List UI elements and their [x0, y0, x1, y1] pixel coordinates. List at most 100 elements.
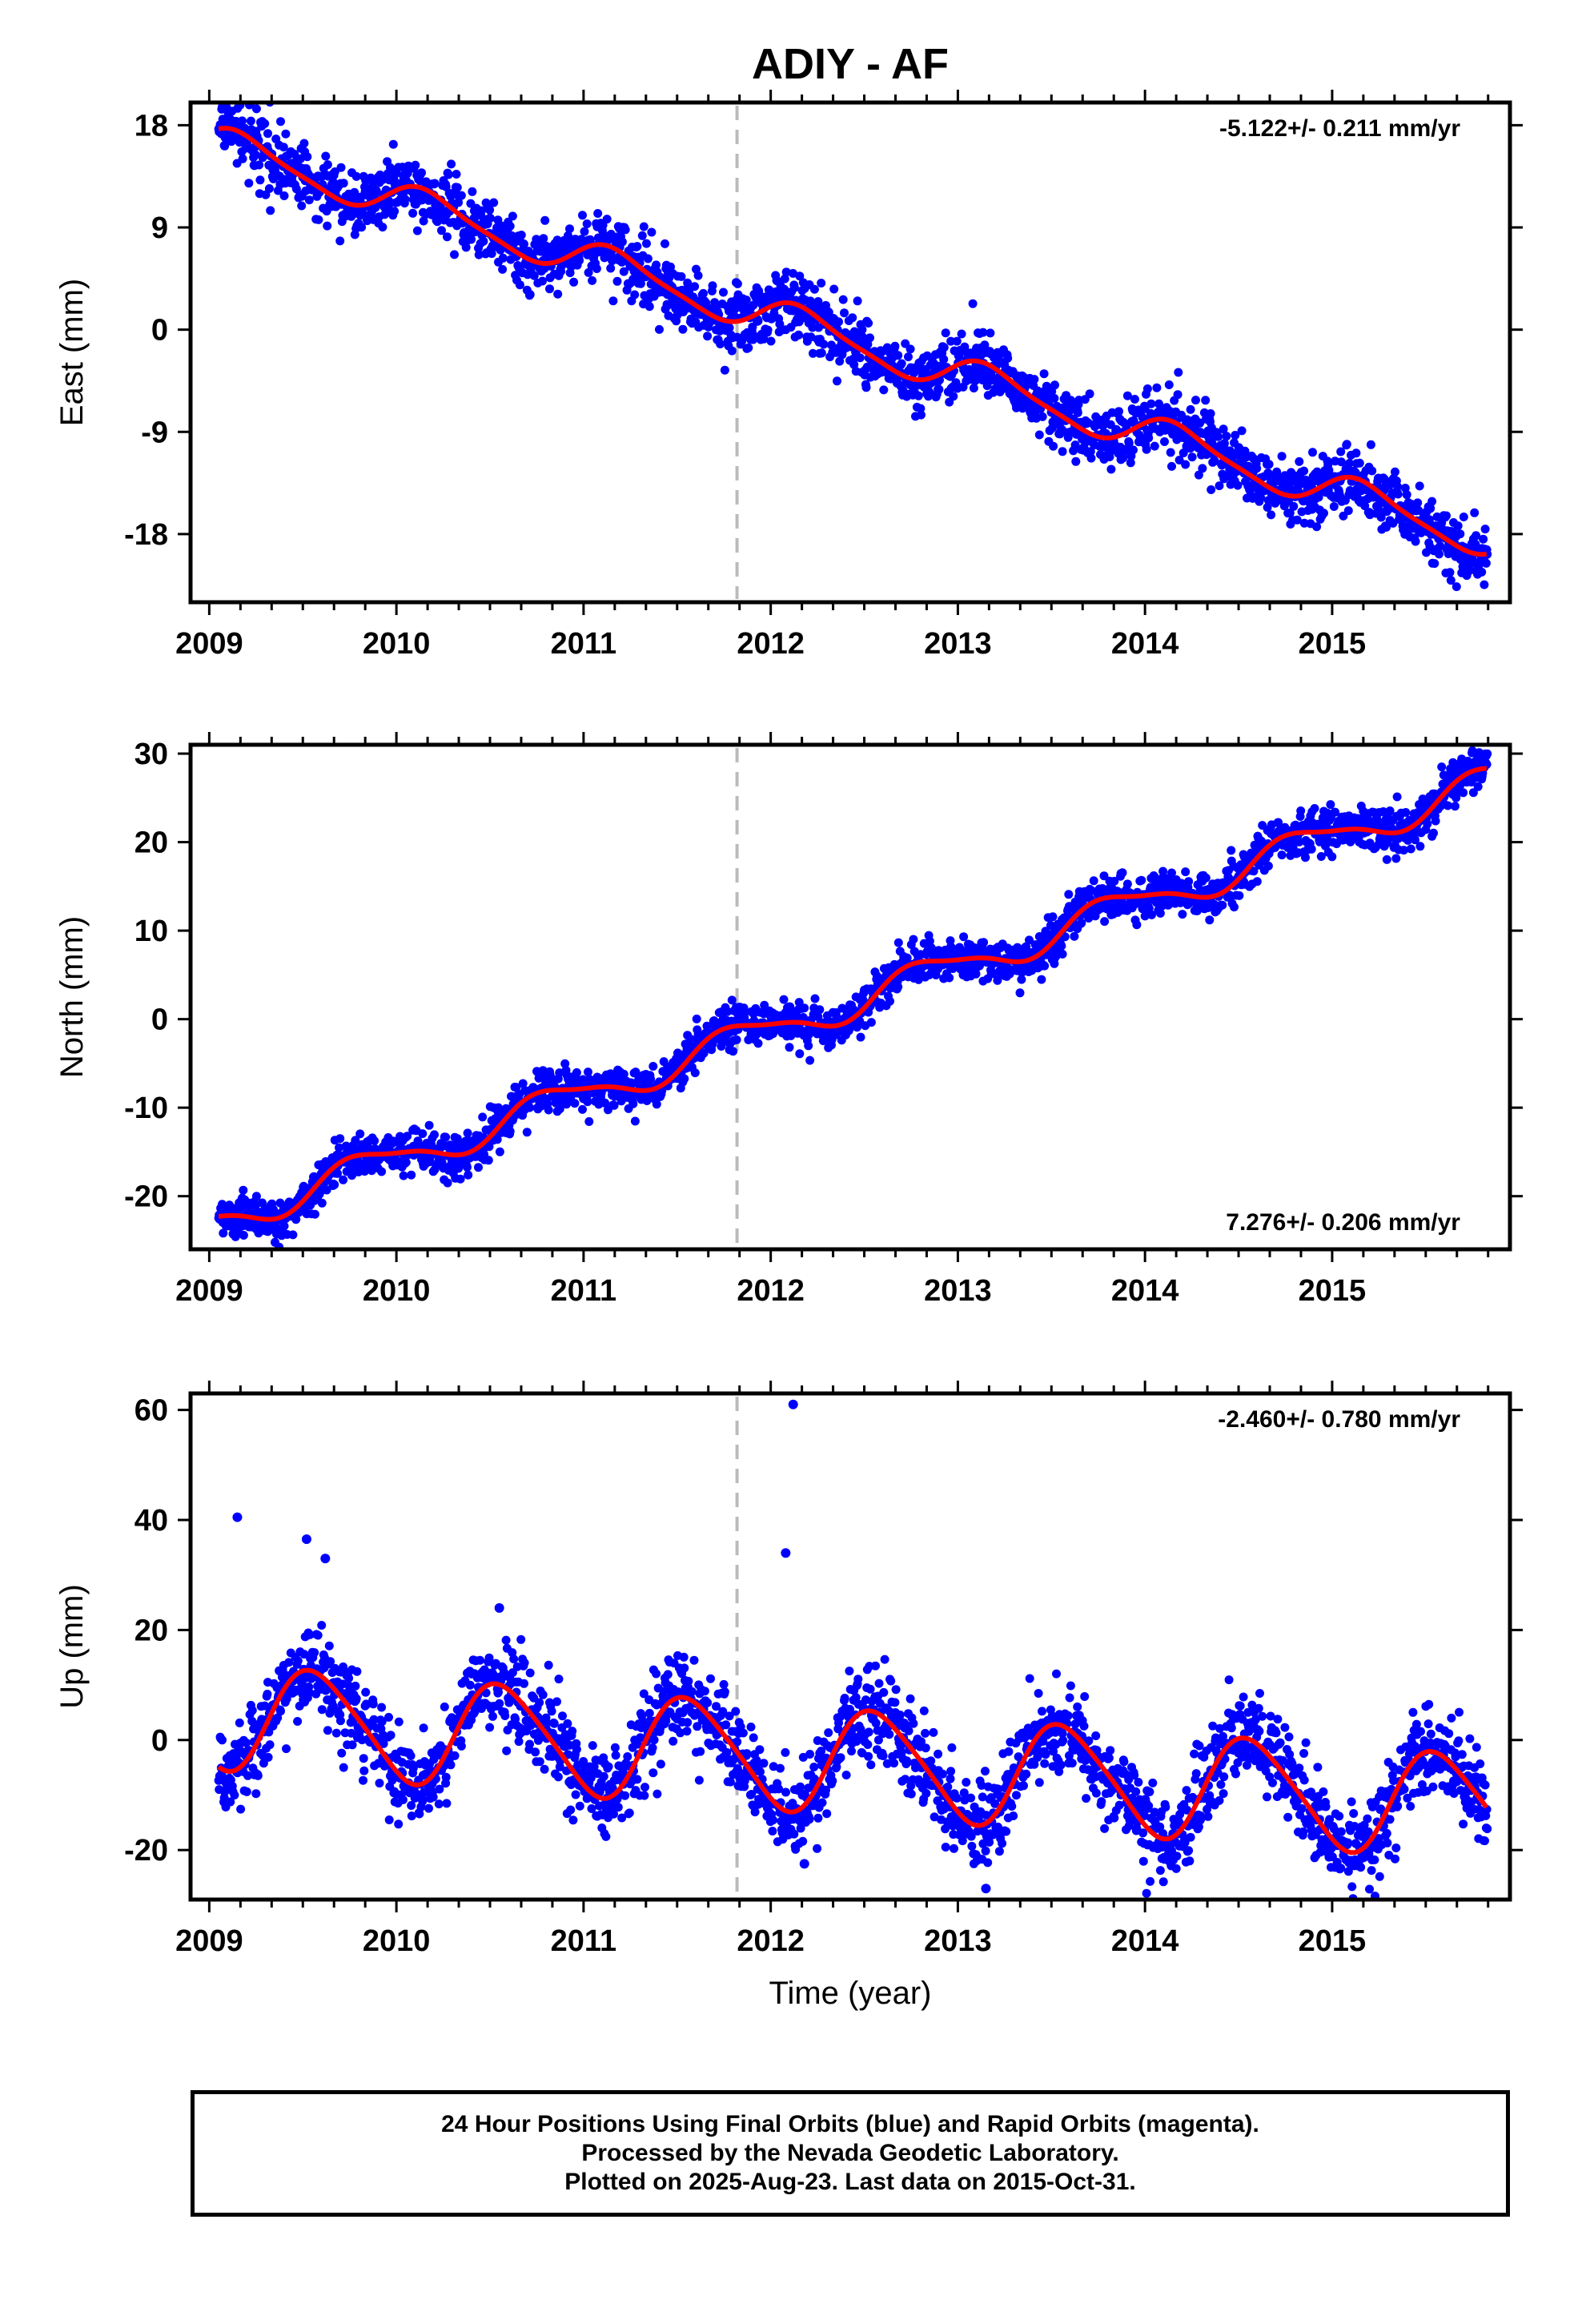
east-point — [1146, 399, 1156, 408]
east-point — [608, 296, 618, 306]
east-model-fit-line — [217, 126, 1488, 557]
east-point — [1277, 452, 1287, 461]
east-point — [916, 404, 926, 413]
east-point — [703, 332, 713, 341]
east-point — [297, 201, 307, 211]
east-point — [1198, 464, 1207, 473]
east-point — [848, 313, 857, 323]
east-point — [1342, 440, 1351, 449]
east-point — [323, 160, 332, 170]
east-point — [443, 232, 452, 242]
up-point — [242, 1787, 251, 1796]
north-point — [522, 1128, 532, 1137]
east-point — [1222, 432, 1231, 441]
east-point — [314, 215, 323, 224]
east-point — [1160, 437, 1169, 446]
east-point — [553, 289, 563, 299]
east-point — [461, 243, 471, 252]
east-point — [251, 150, 260, 159]
east-point — [452, 183, 462, 192]
east-point — [763, 325, 773, 335]
north-point — [732, 1035, 741, 1044]
east-point — [487, 249, 496, 259]
north-point — [1205, 915, 1215, 925]
east-point — [238, 154, 247, 163]
east-point — [1336, 447, 1346, 456]
east-point — [281, 129, 291, 139]
north-point — [729, 1047, 738, 1056]
east-point — [330, 167, 339, 176]
east-point — [861, 383, 871, 392]
east-point — [1106, 464, 1116, 474]
north-point — [1100, 917, 1110, 927]
east-point — [1314, 493, 1323, 502]
north-point — [1227, 846, 1236, 855]
east-point — [789, 268, 797, 278]
east-point — [952, 336, 962, 346]
north-point — [885, 996, 894, 1006]
east-point — [1472, 531, 1481, 541]
north-point — [866, 1018, 876, 1027]
east-point — [498, 253, 508, 263]
east-point — [1382, 522, 1391, 532]
east-point — [1201, 396, 1211, 405]
north-point — [804, 1041, 813, 1051]
north-point — [1184, 877, 1194, 887]
east-point — [636, 279, 645, 288]
east-point — [911, 366, 921, 376]
east-point — [1130, 395, 1139, 404]
east-point — [637, 231, 647, 240]
north-point — [1301, 853, 1310, 862]
east-point — [1038, 412, 1047, 421]
east-point — [865, 333, 874, 343]
east-point — [925, 387, 934, 396]
east-point — [255, 160, 264, 170]
east-point — [727, 346, 737, 356]
east-point — [1267, 510, 1276, 520]
east-point — [1210, 456, 1219, 466]
north-point — [399, 1171, 408, 1180]
east-point — [678, 324, 688, 334]
east-point — [1034, 430, 1044, 440]
east-point — [1167, 461, 1176, 471]
north-point — [690, 1068, 700, 1078]
east-point — [1477, 567, 1487, 577]
east-point — [1285, 509, 1295, 517]
east-point — [1214, 432, 1223, 441]
north-x-tick-label: 2012 — [737, 1274, 805, 1308]
east-point — [897, 359, 906, 368]
north-point — [288, 1230, 298, 1240]
north-point — [407, 1170, 416, 1180]
east-point — [1150, 441, 1159, 451]
east-point — [806, 332, 816, 342]
east-point — [304, 195, 314, 205]
north-point — [339, 1175, 348, 1184]
east-point — [1336, 457, 1346, 467]
north-point — [505, 1127, 515, 1136]
east-point — [719, 287, 728, 297]
east-x-tick-label: 2014 — [1111, 627, 1179, 661]
east-point — [1086, 453, 1096, 463]
north-point — [646, 1075, 656, 1084]
east-point — [1049, 441, 1058, 451]
north-point — [1230, 903, 1239, 912]
east-point — [639, 222, 648, 231]
east-point — [1129, 445, 1138, 455]
east-point — [485, 205, 495, 215]
up-point — [276, 1707, 285, 1716]
east-point — [1329, 502, 1339, 511]
east-point — [824, 308, 833, 317]
east-point — [879, 385, 889, 395]
east-point — [652, 260, 661, 270]
east-point — [835, 356, 845, 366]
north-point — [1057, 941, 1066, 951]
east-velocity-label: -5.122+/- 0.211 mm/yr — [1219, 115, 1460, 142]
east-point — [552, 235, 562, 245]
east-x-tick-label: 2011 — [551, 627, 616, 661]
north-point — [1252, 877, 1262, 887]
east-point — [817, 348, 826, 358]
north-point — [1483, 749, 1492, 758]
east-point — [1427, 497, 1437, 506]
north-point — [583, 1097, 592, 1107]
east-point — [781, 267, 791, 277]
